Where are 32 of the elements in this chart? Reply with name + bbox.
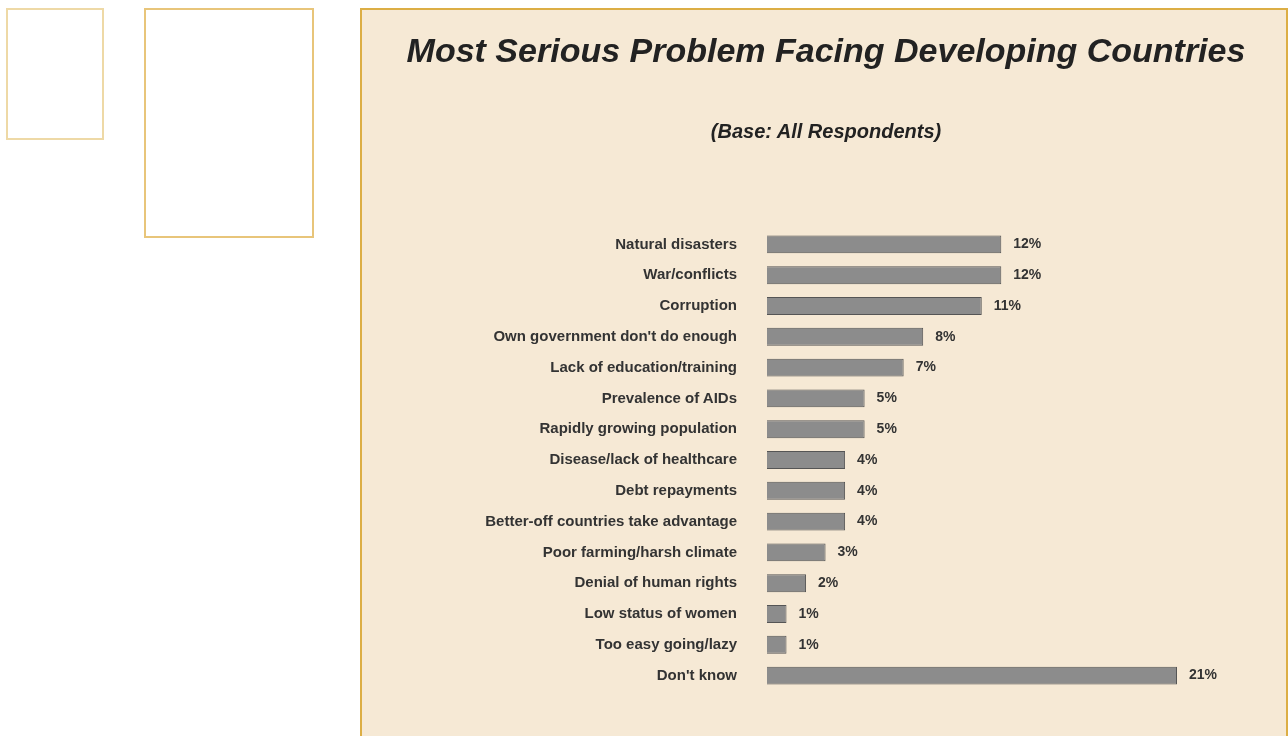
y-tick-label: Disease/lack of healthcare xyxy=(549,450,737,468)
data-label: 5% xyxy=(876,420,898,437)
y-tick-label: Natural disasters xyxy=(615,234,737,252)
data-label: 4% xyxy=(857,481,878,498)
y-tick-label: Own government don't do enough xyxy=(493,326,737,344)
y-tick-label: Better-off countries take advantage xyxy=(485,511,737,529)
y-tick-label: Lack of education/training xyxy=(550,357,737,375)
data-label: 4% xyxy=(857,512,878,529)
y-tick-label: Corruption xyxy=(659,296,737,314)
y-tick-label: Don't know xyxy=(656,665,738,683)
y-tick-label: Debt repayments xyxy=(615,480,737,498)
data-label: 1% xyxy=(798,604,820,621)
data-label: 3% xyxy=(837,543,859,560)
y-tick-label: Poor farming/harsh climate xyxy=(542,542,737,560)
y-tick-label: War/conflicts xyxy=(643,265,737,283)
data-label: 2% xyxy=(818,574,839,591)
y-tick-label: Prevalence of AIDs xyxy=(601,388,737,406)
data-label: 5% xyxy=(876,389,898,406)
data-label: 1% xyxy=(798,635,820,652)
data-label: 4% xyxy=(857,450,878,467)
data-label: 12% xyxy=(1013,266,1042,283)
chart-title: Most Serious Problem Facing Developing Countries xyxy=(405,30,1247,71)
y-tick-label: Low status of women xyxy=(584,604,737,622)
data-label: 12% xyxy=(1013,235,1042,252)
y-tick-label: Too easy going/lazy xyxy=(595,634,738,652)
y-tick-label: Rapidly growing population xyxy=(539,419,737,437)
chart-subtitle: (Base: All Respondents) xyxy=(709,120,943,143)
data-label: 21% xyxy=(1189,666,1218,683)
data-label: 11% xyxy=(993,296,1022,313)
data-label: 7% xyxy=(915,358,937,375)
y-tick-label: Denial of human rights xyxy=(574,573,737,591)
data-label: 8% xyxy=(935,327,956,344)
